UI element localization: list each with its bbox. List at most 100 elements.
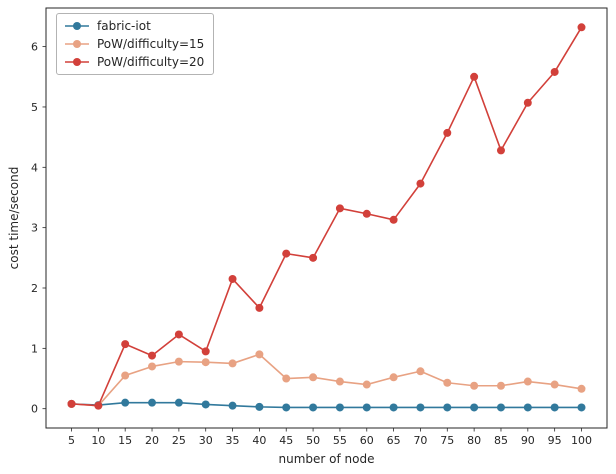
series-marker-PoW/difficulty=20 [470,72,479,81]
x-tick-label: 80 [467,434,481,447]
x-tick-label: 100 [571,434,592,447]
series-marker-PoW/difficulty=20 [255,303,264,312]
series-marker-PoW/difficulty=20 [389,215,398,224]
x-tick-label: 85 [494,434,508,447]
series-marker-fabric-iot [470,403,479,412]
series-marker-PoW/difficulty=20 [228,274,237,283]
series-marker-PoW/difficulty=20 [362,209,371,218]
series-marker-fabric-iot [201,400,210,409]
x-tick-label: 15 [118,434,132,447]
x-tick-label: 50 [306,434,320,447]
x-tick-label: 5 [68,434,75,447]
series-marker-fabric-iot [282,403,291,412]
x-tick-label: 30 [199,434,213,447]
series-marker-PoW/difficulty=15 [255,350,264,359]
series-marker-PoW/difficulty=15 [174,357,183,366]
y-tick-label: 6 [31,41,38,54]
series-marker-PoW/difficulty=15 [443,378,452,387]
series-marker-PoW/difficulty=20 [550,67,559,76]
series-marker-PoW/difficulty=20 [148,351,157,360]
series-marker-PoW/difficulty=15 [577,384,586,393]
series-marker-PoW/difficulty=15 [228,359,237,368]
series-marker-PoW/difficulty=15 [470,381,479,390]
x-tick-label: 40 [252,434,266,447]
series-marker-PoW/difficulty=20 [335,204,344,213]
y-tick-label: 1 [31,342,38,355]
series-marker-fabric-iot [228,401,237,410]
legend-marker-icon [65,40,89,48]
x-tick-label: 65 [387,434,401,447]
series-marker-fabric-iot [255,402,264,411]
legend-item: PoW/difficulty=15 [64,37,204,51]
series-marker-PoW/difficulty=15 [309,373,318,382]
legend-label: PoW/difficulty=15 [97,37,205,51]
y-tick-label: 4 [31,161,38,174]
series-marker-fabric-iot [174,398,183,407]
series-marker-fabric-iot [443,403,452,412]
y-axis-label: cost time/second [7,166,21,270]
x-tick-label: 10 [91,434,105,447]
legend-marker-icon [65,58,89,66]
series-marker-fabric-iot [362,403,371,412]
y-tick-label: 3 [31,222,38,235]
legend-label: PoW/difficulty=20 [97,55,205,69]
series-marker-PoW/difficulty=20 [443,128,452,137]
x-tick-label: 45 [279,434,293,447]
y-tick-label: 2 [31,282,38,295]
series-line-fabric-iot [71,401,582,409]
series-marker-PoW/difficulty=15 [550,380,559,389]
series-marker-fabric-iot [577,403,586,412]
y-tick-label: 0 [31,403,38,416]
x-axis-label: number of node [278,452,375,466]
series-marker-PoW/difficulty=20 [282,249,291,258]
x-tick-label: 95 [548,434,562,447]
series-marker-PoW/difficulty=20 [67,399,76,408]
series-marker-PoW/difficulty=15 [416,367,425,376]
series-line-PoW/difficulty=20 [71,26,583,407]
series-marker-PoW/difficulty=20 [174,330,183,339]
series-marker-fabric-iot [148,398,157,407]
x-tick-label: 20 [145,434,159,447]
x-tick-label: 70 [413,434,427,447]
series-marker-PoW/difficulty=20 [496,146,505,155]
series-marker-PoW/difficulty=15 [201,358,210,367]
series-marker-fabric-iot [550,403,559,412]
series-marker-PoW/difficulty=20 [94,401,103,410]
series-marker-PoW/difficulty=15 [282,374,291,383]
legend-item: fabric-iot [64,19,204,33]
series-marker-PoW/difficulty=15 [121,371,130,380]
legend-item: PoW/difficulty=20 [64,55,204,69]
series-marker-fabric-iot [309,403,318,412]
series-line-PoW/difficulty=15 [71,353,582,407]
x-tick-label: 55 [333,434,347,447]
x-tick-label: 90 [521,434,535,447]
series-marker-PoW/difficulty=20 [309,253,318,262]
series-marker-fabric-iot [335,403,344,412]
series-marker-PoW/difficulty=15 [496,381,505,390]
series-marker-PoW/difficulty=20 [121,340,130,349]
series-marker-fabric-iot [389,403,398,412]
series-marker-PoW/difficulty=20 [416,179,425,188]
series-marker-PoW/difficulty=20 [201,347,210,356]
series-marker-fabric-iot [416,403,425,412]
series-marker-fabric-iot [523,403,532,412]
x-tick-label: 25 [172,434,186,447]
series-marker-PoW/difficulty=15 [335,377,344,386]
legend: fabric-iot PoW/difficulty=15 PoW/difficu… [56,13,215,75]
series-marker-PoW/difficulty=15 [523,377,532,386]
x-tick-label: 75 [440,434,454,447]
series-marker-PoW/difficulty=20 [523,98,532,107]
series-marker-fabric-iot [121,398,130,407]
legend-label: fabric-iot [97,19,151,33]
series-marker-fabric-iot [496,403,505,412]
x-tick-label: 35 [226,434,240,447]
x-tick-label: 60 [360,434,374,447]
y-tick-label: 5 [31,101,38,114]
legend-marker-icon [65,22,89,30]
series-marker-PoW/difficulty=15 [389,373,398,382]
series-marker-PoW/difficulty=15 [362,380,371,389]
axes-frame [45,7,608,429]
series-marker-PoW/difficulty=15 [148,362,157,371]
